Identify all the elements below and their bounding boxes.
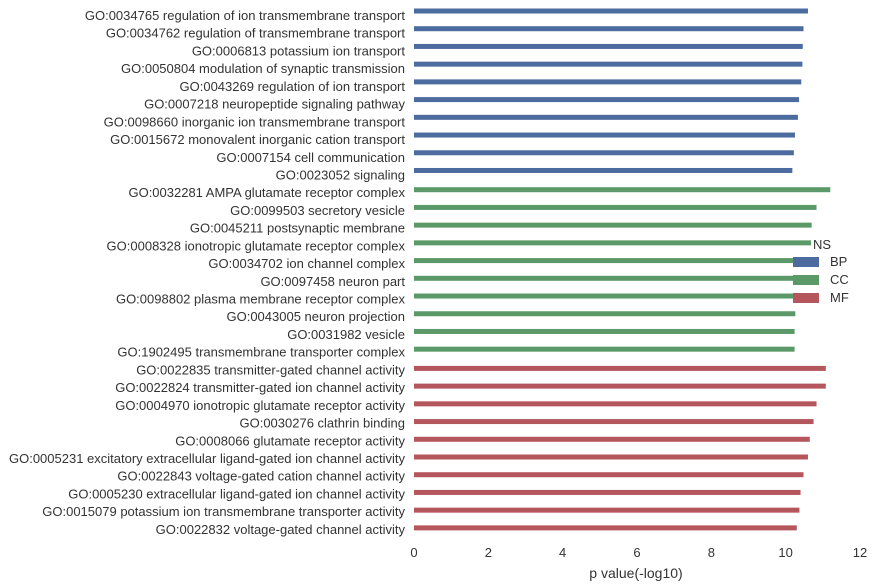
legend-title: NS: [813, 237, 831, 252]
bar: [414, 150, 794, 156]
bar: [414, 275, 794, 281]
category-label: GO:0031982 vesicle: [287, 327, 405, 342]
bar: [414, 436, 810, 442]
bar: [414, 167, 793, 173]
category-label: GO:0032281 AMPA glutamate receptor compl…: [128, 185, 405, 200]
bars: [414, 8, 831, 531]
category-label: GO:0043005 neuron projection: [226, 309, 405, 324]
category-label: GO:0008328 ionotropic glutamate receptor…: [107, 238, 406, 253]
bar: [414, 97, 800, 103]
x-tick-label: 6: [633, 545, 640, 560]
category-label: GO:0098660 inorganic ion transmembrane t…: [104, 114, 406, 129]
category-label: GO:0005230 extracellular ligand-gated io…: [68, 486, 405, 501]
category-label: GO:0098802 plasma membrane receptor comp…: [116, 292, 406, 307]
category-label: GO:0022843 voltage-gated cation channel …: [117, 469, 405, 484]
category-label: GO:0015079 potassium ion transmembrane t…: [42, 504, 405, 519]
bar: [414, 507, 800, 513]
bar: [414, 8, 808, 14]
category-label: GO:0008066 glutamate receptor activity: [175, 433, 405, 448]
x-tick-label: 8: [708, 545, 715, 560]
bar: [414, 240, 811, 246]
bar: [414, 454, 808, 460]
legend: NS BP CC MF: [793, 237, 849, 305]
category-label: GO:0034702 ion channel complex: [208, 256, 405, 271]
bar: [414, 419, 814, 425]
bar: [414, 365, 826, 371]
category-label: GO:0030276 clathrin binding: [239, 416, 405, 431]
legend-label-cc: CC: [830, 272, 849, 287]
bar: [414, 311, 796, 317]
category-label: GO:0099503 secretory vesicle: [230, 203, 405, 218]
category-label: GO:0007218 neuropeptide signaling pathwa…: [144, 97, 405, 112]
bar: [414, 222, 812, 228]
bar: [414, 204, 817, 210]
category-label: GO:0050804 modulation of synaptic transm…: [121, 61, 405, 76]
category-label: GO:0004970 ionotropic glutamate receptor…: [115, 398, 405, 413]
bar: [414, 472, 804, 478]
category-labels: GO:0034765 regulation of ion transmembra…: [9, 8, 406, 537]
bar: [414, 79, 802, 85]
category-label: GO:0043269 regulation of ion transport: [180, 79, 406, 94]
category-label: GO:0022835 transmitter-gated channel act…: [136, 362, 405, 377]
category-label: GO:1902495 transmembrane transporter com…: [117, 345, 405, 360]
bar: [414, 26, 804, 32]
legend-swatch-mf: [793, 293, 819, 303]
legend-swatch-bp: [793, 257, 819, 267]
category-label: GO:0006813 potassium ion transport: [192, 43, 406, 58]
legend-swatch-cc: [793, 275, 819, 285]
bar: [414, 43, 803, 49]
x-tick-label: 12: [853, 545, 867, 560]
bar: [414, 401, 817, 407]
bar: [414, 61, 803, 67]
bar: [414, 132, 795, 138]
category-label: GO:0023052 signaling: [276, 167, 405, 182]
legend-label-bp: BP: [830, 254, 847, 269]
bar: [414, 328, 795, 334]
bar: [414, 293, 794, 299]
legend-label-mf: MF: [830, 290, 849, 305]
x-axis-title: p value(-log10): [589, 565, 682, 581]
category-label: GO:0097458 neuron part: [260, 274, 405, 289]
x-tick-label: 10: [778, 545, 792, 560]
category-label: GO:0005231 excitatory extracellular liga…: [9, 451, 406, 466]
bar: [414, 258, 795, 264]
x-axis: 0 2 4 6 8 10 12: [410, 545, 867, 560]
x-tick-label: 2: [485, 545, 492, 560]
category-label: GO:0022824 transmitter-gated ion channel…: [115, 380, 405, 395]
bar: [414, 187, 831, 193]
bar: [414, 383, 826, 389]
category-label: GO:0022832 voltage-gated channel activit…: [156, 522, 406, 537]
x-tick-label: 0: [410, 545, 417, 560]
category-label: GO:0034762 regulation of transmembrane t…: [106, 26, 406, 41]
category-label: GO:0007154 cell communication: [216, 150, 405, 165]
category-label: GO:0045211 postsynaptic membrane: [190, 221, 405, 236]
x-tick-label: 4: [559, 545, 566, 560]
bar: [414, 489, 801, 495]
bar: [414, 346, 795, 352]
bar: [414, 525, 797, 531]
category-label: GO:0034765 regulation of ion transmembra…: [85, 8, 406, 23]
category-label: GO:0015672 monovalent inorganic cation t…: [110, 132, 405, 147]
bar: [414, 114, 798, 120]
